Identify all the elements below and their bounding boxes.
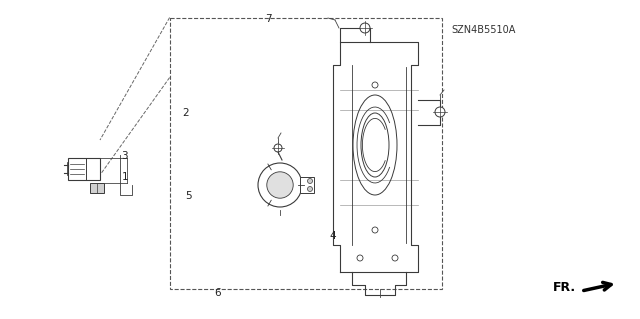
Text: 7: 7 [266,14,272,24]
Text: SZN4B5510A: SZN4B5510A [451,25,515,35]
Circle shape [307,187,312,191]
Text: FR.: FR. [553,281,576,293]
Text: 1: 1 [122,172,128,182]
Text: 6: 6 [214,288,221,299]
Circle shape [307,179,312,183]
Text: 4: 4 [330,231,336,241]
Circle shape [258,163,302,207]
Bar [300,177,314,193]
Circle shape [372,82,378,88]
Circle shape [435,107,445,117]
Text: 3: 3 [122,151,128,161]
Text: 2: 2 [182,108,189,118]
Circle shape [392,255,398,261]
Bar [90,183,104,193]
Circle shape [372,227,378,233]
Circle shape [267,172,293,198]
Text: 5: 5 [186,191,192,201]
Bar [170,18,442,289]
Circle shape [357,255,363,261]
Bar [68,158,100,180]
Circle shape [360,23,370,33]
Circle shape [274,144,282,152]
